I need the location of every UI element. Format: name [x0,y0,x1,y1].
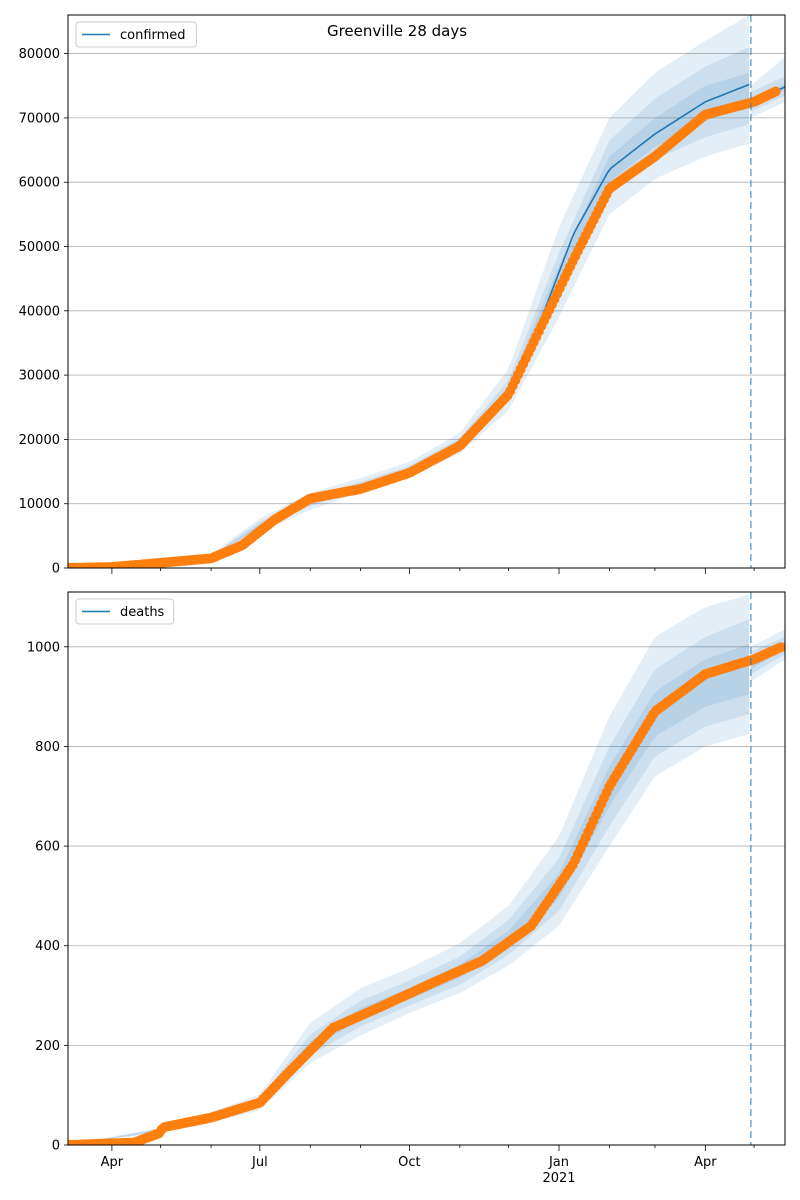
x-tick-label: Apr [101,1155,124,1170]
y-tick-label: 30000 [19,369,60,384]
forecast-band-2 [68,47,750,568]
y-tick-label: 400 [35,939,60,954]
y-tick-label: 40000 [19,304,60,319]
y-tick-label: 70000 [19,111,60,126]
y-tick-label: 800 [35,740,60,755]
y-tick-label: 0 [52,1139,60,1154]
legend: deaths [75,598,175,625]
legend-label: deaths [120,605,165,620]
axes-frame [67,14,786,569]
y-tick-label: 80000 [19,47,60,62]
axes-frame [67,591,786,1146]
y-tick-label: 200 [35,1039,60,1054]
forecast-band-3 [68,72,750,568]
forecast-band-1 [68,15,750,568]
y-tick-label: 20000 [19,433,60,448]
y-tick-label: 50000 [19,240,60,255]
y-tick-label: 1000 [27,640,60,655]
y-tick-label: 10000 [19,497,60,512]
chart-panel-1: 0 10000 20000 30000 40000 50000 60000 70000 8000… [19,14,786,577]
x-tick-sublabel: 2021 [542,1171,575,1186]
observed-point [775,642,785,653]
x-tick-label: Apr [694,1155,717,1170]
forecast-band-1 [68,594,750,1145]
observed-point [770,86,781,97]
legend: confirmed [75,21,197,48]
x-tick-label: Oct [398,1155,420,1170]
x-tick-label: Jul [251,1155,268,1170]
chart-title: Greenville 28 days [327,22,467,40]
y-tick-label: 0 [52,562,60,577]
forecast-band-2 [68,619,750,1145]
x-tick-label: Jan [548,1155,569,1170]
legend-box [75,21,197,48]
plot-area [68,594,785,1145]
plot-area [68,15,785,568]
y-tick-label: 60000 [19,176,60,191]
legend-box [75,598,175,625]
y-tick-label: 600 [35,840,60,855]
legend-label: confirmed [120,28,186,43]
